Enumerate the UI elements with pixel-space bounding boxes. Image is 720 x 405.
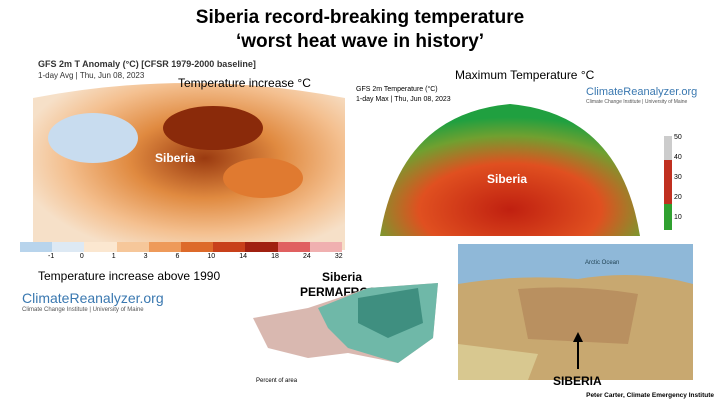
map-subtitle: 1-day Avg | Thu, Jun 08, 2023: [38, 71, 145, 80]
colorbar-label: 24: [303, 253, 311, 260]
logo: ClimateReanalyzer.org: [22, 290, 164, 306]
colorbar-label: 10: [207, 253, 216, 260]
region-label: Siberia: [487, 172, 528, 186]
logo-sub: Climate Change Institute | University of…: [22, 307, 144, 313]
title-line: Siberia record-breaking temperature: [195, 7, 525, 28]
logo-sub: Climate Change Institute | University of…: [586, 99, 688, 105]
sea-label: Arctic Ocean: [585, 260, 620, 266]
colorbar-label: 0: [79, 253, 84, 260]
colorbar-label: 18: [271, 253, 279, 260]
anomaly-map: [33, 58, 345, 250]
title-line: ‘worst heat wave in history’: [235, 31, 485, 52]
title-line: Siberia: [321, 270, 363, 284]
colorbar-swatch: [84, 242, 117, 252]
colorbar-labels: 50 40 30 20 10: [674, 134, 694, 228]
region-label: SIBERIA: [553, 374, 602, 388]
map-title: GFS 2m T Anomaly (°C) [CFSR 1979-2000 ba…: [38, 59, 256, 69]
colorbar-swatch: [213, 242, 246, 252]
colorbar-label: 30: [674, 174, 682, 181]
colorbar-swatch: [245, 242, 278, 252]
colorbar-swatch: [309, 242, 343, 252]
colorbar-label: 40: [674, 154, 682, 161]
region-label: Siberia: [155, 151, 196, 165]
colorbar-label: 14: [239, 253, 248, 260]
caption: Maximum Temperature °C: [455, 68, 595, 82]
colorbar-label: 50: [674, 134, 682, 141]
colorbar-label: 20: [674, 194, 682, 201]
legend-label: Percent of area: [256, 378, 298, 384]
map-title: GFS 2m Temperature (°C): [356, 86, 438, 93]
permafrost-map: [253, 283, 438, 363]
colorbar-label: -1: [48, 253, 55, 260]
geo-map: [458, 244, 693, 380]
colorbar-label: 6: [175, 253, 180, 260]
colorbar-swatch: [116, 242, 149, 252]
colorbar-label: 3: [143, 253, 148, 260]
credit: Peter Carter, Climate Emergency Institut…: [586, 392, 714, 399]
caption: Temperature increase above 1990: [38, 269, 221, 283]
colorbar-swatch: [52, 242, 85, 252]
colorbar-label: 32: [334, 253, 343, 260]
colorbar-labels: -1 0 1 3 6 10 14 18 24 32: [20, 253, 343, 263]
colorbar-swatch: [20, 242, 53, 252]
max-map: [380, 104, 672, 236]
logo: ClimateReanalyzer.org: [586, 86, 698, 98]
colorbar-label: 1: [111, 253, 116, 260]
colorbar-swatch: [181, 242, 214, 252]
colorbar: [20, 242, 343, 252]
colorbar-swatch: [148, 242, 182, 252]
map-subtitle: 1-day Max | Thu, Jun 08, 2023: [356, 96, 451, 103]
title: Siberia record-breaking temperature ‘wor…: [0, 6, 720, 54]
colorbar-label: 10: [674, 214, 682, 221]
caption: Temperature increase °C: [178, 76, 311, 90]
colorbar-swatch: [277, 242, 310, 252]
